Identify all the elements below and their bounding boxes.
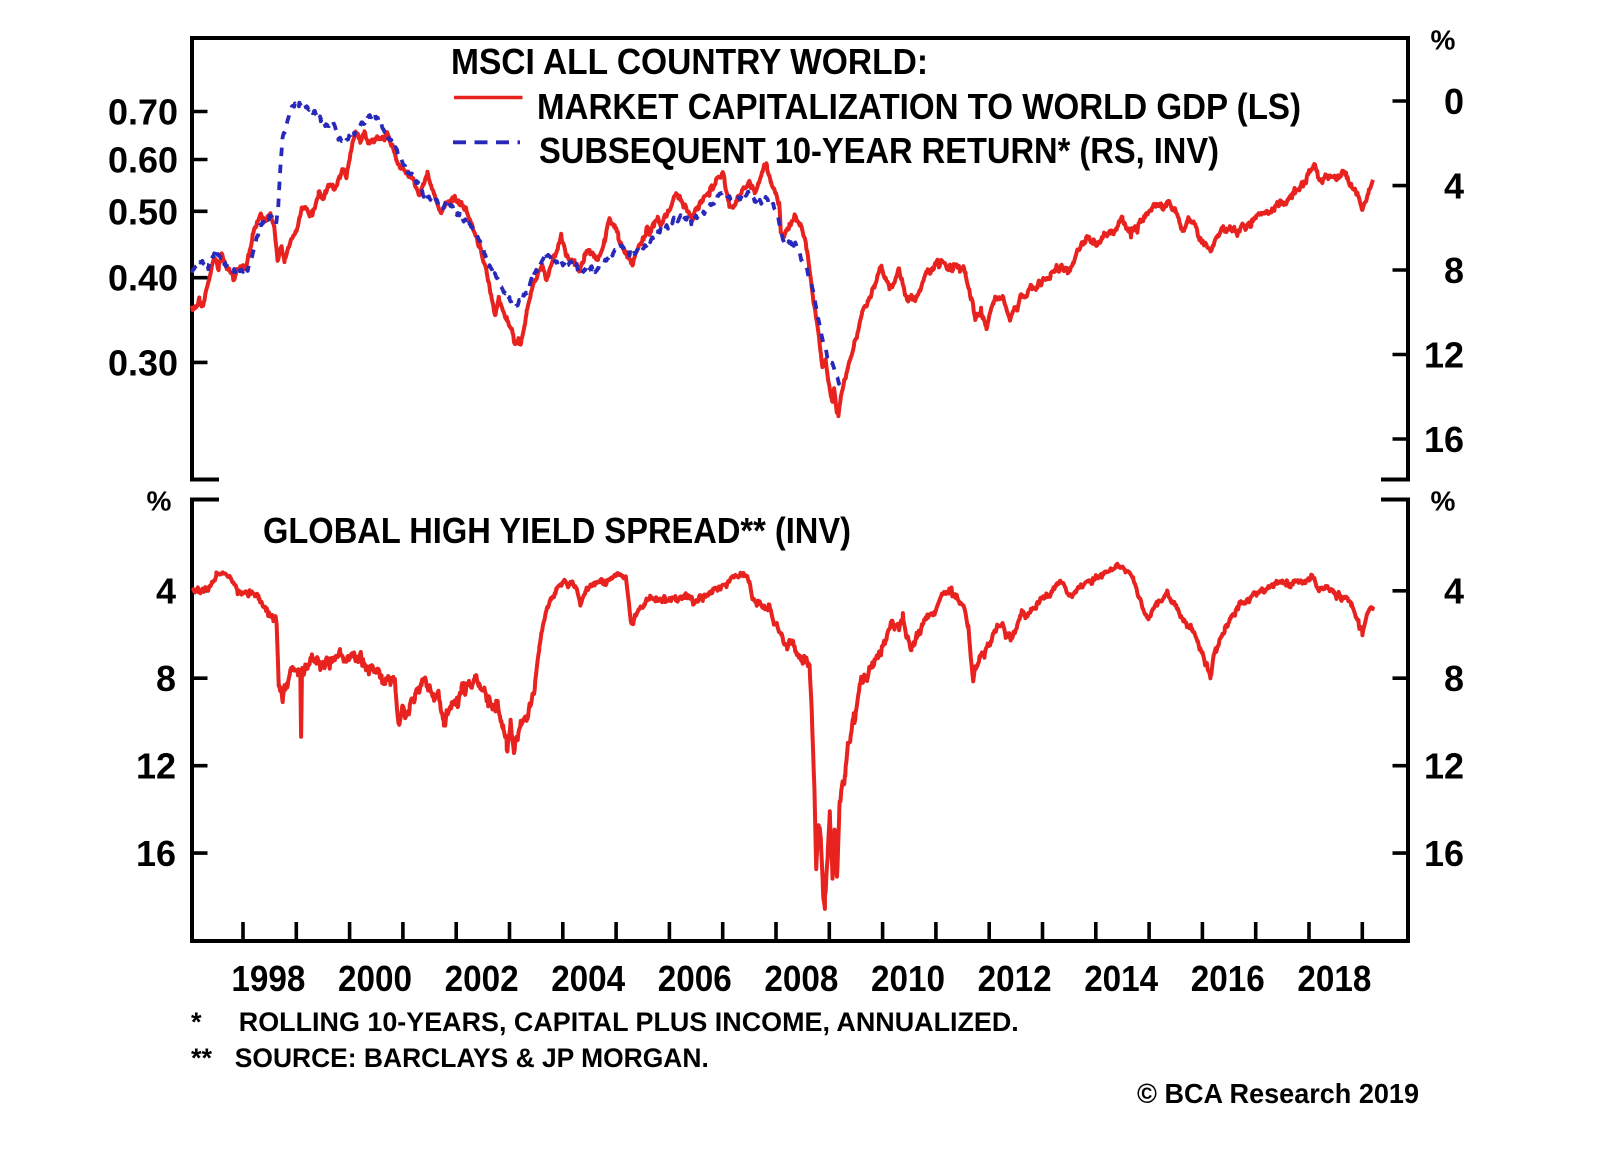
svg-text:16: 16 xyxy=(1424,419,1464,460)
svg-text:2018: 2018 xyxy=(1297,958,1371,999)
svg-text:12: 12 xyxy=(1424,746,1464,787)
svg-text:8: 8 xyxy=(1444,658,1464,699)
svg-text:12: 12 xyxy=(136,746,176,787)
svg-text:MARKET CAPITALIZATION TO WORLD: MARKET CAPITALIZATION TO WORLD GDP (LS) xyxy=(537,86,1301,127)
svg-text:2000: 2000 xyxy=(338,958,412,999)
svg-text:0.70: 0.70 xyxy=(108,92,178,133)
svg-text:2012: 2012 xyxy=(978,958,1052,999)
svg-text:4: 4 xyxy=(1444,571,1464,612)
svg-text:8: 8 xyxy=(1444,250,1464,291)
svg-text:0.50: 0.50 xyxy=(108,191,178,232)
svg-text:0: 0 xyxy=(1444,81,1464,122)
svg-text:%: % xyxy=(147,486,172,517)
svg-text:%: % xyxy=(1431,486,1456,517)
svg-text:2002: 2002 xyxy=(445,958,519,999)
svg-text:0.30: 0.30 xyxy=(108,342,178,383)
svg-text:16: 16 xyxy=(136,833,176,874)
svg-text:2014: 2014 xyxy=(1084,958,1158,999)
svg-text:SOURCE: BARCLAYS & JP MORGAN.: SOURCE: BARCLAYS & JP MORGAN. xyxy=(235,1043,709,1073)
svg-text:2006: 2006 xyxy=(658,958,732,999)
svg-text:4: 4 xyxy=(1444,166,1464,207)
svg-text:SUBSEQUENT 10-YEAR RETURN* (RS: SUBSEQUENT 10-YEAR RETURN* (RS, INV) xyxy=(539,130,1219,171)
svg-text:2010: 2010 xyxy=(871,958,945,999)
svg-text:%: % xyxy=(1431,25,1456,56)
svg-text:© BCA Research 2019: © BCA Research 2019 xyxy=(1137,1078,1419,1109)
svg-text:ROLLING 10-YEARS, CAPITAL PLUS: ROLLING 10-YEARS, CAPITAL PLUS INCOME, A… xyxy=(239,1007,1019,1037)
svg-text:0.60: 0.60 xyxy=(108,140,178,181)
svg-text:**: ** xyxy=(191,1043,213,1073)
svg-text:*: * xyxy=(191,1007,202,1037)
svg-text:2016: 2016 xyxy=(1191,958,1265,999)
svg-text:GLOBAL HIGH YIELD SPREAD** (IN: GLOBAL HIGH YIELD SPREAD** (INV) xyxy=(263,510,851,551)
svg-text:MSCI ALL COUNTRY WORLD:: MSCI ALL COUNTRY WORLD: xyxy=(451,41,928,82)
svg-text:2008: 2008 xyxy=(764,958,838,999)
svg-text:4: 4 xyxy=(156,571,176,612)
svg-text:8: 8 xyxy=(156,658,176,699)
svg-text:1998: 1998 xyxy=(231,958,305,999)
svg-text:16: 16 xyxy=(1424,833,1464,874)
svg-text:12: 12 xyxy=(1424,334,1464,375)
svg-text:0.40: 0.40 xyxy=(108,258,178,299)
svg-text:2004: 2004 xyxy=(551,958,625,999)
